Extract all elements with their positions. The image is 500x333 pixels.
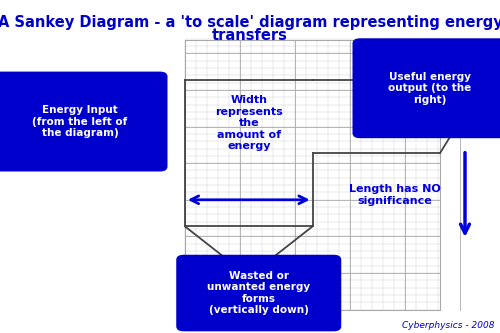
Bar: [185, 40, 440, 310]
FancyBboxPatch shape: [176, 255, 341, 331]
FancyBboxPatch shape: [352, 38, 500, 138]
Text: Energy Input
(from the left of
the diagram): Energy Input (from the left of the diagr…: [32, 105, 128, 138]
Text: Length has NO
significance: Length has NO significance: [349, 184, 441, 205]
Text: A Sankey Diagram - a 'to scale' diagram representing energy: A Sankey Diagram - a 'to scale' diagram …: [0, 15, 500, 30]
Text: Useful energy
output (to the
right): Useful energy output (to the right): [388, 72, 471, 105]
FancyBboxPatch shape: [0, 72, 168, 171]
Text: Wasted or
unwanted energy
forms
(vertically down): Wasted or unwanted energy forms (vertica…: [207, 271, 310, 315]
Text: Cyberphysics - 2008: Cyberphysics - 2008: [402, 321, 495, 330]
Text: transfers: transfers: [212, 28, 288, 43]
Text: Width
represents
the
amount of
energy: Width represents the amount of energy: [215, 95, 282, 152]
